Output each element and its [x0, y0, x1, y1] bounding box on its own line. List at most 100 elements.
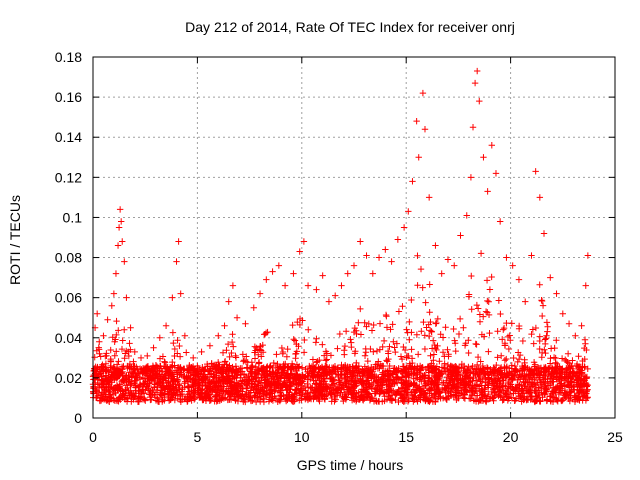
- noise-marker: [496, 377, 503, 384]
- data-point: [496, 218, 504, 225]
- noise-marker: [476, 311, 484, 318]
- noise-marker: [570, 370, 578, 377]
- noise-marker: [345, 389, 352, 396]
- data-point: [488, 142, 496, 149]
- noise-marker: [171, 377, 178, 384]
- noise-marker: [393, 340, 401, 347]
- noise-marker: [392, 348, 399, 356]
- noise-marker: [385, 350, 392, 357]
- noise-marker: [158, 365, 165, 372]
- noise-marker: [108, 379, 116, 386]
- noise-marker: [204, 363, 211, 370]
- noise-marker: [226, 353, 233, 361]
- data-point: [382, 246, 389, 253]
- noise-marker: [130, 370, 137, 377]
- noise-marker: [355, 389, 362, 396]
- noise-marker: [362, 384, 370, 391]
- data-point: [177, 290, 184, 297]
- noise-marker: [239, 378, 246, 385]
- x-tick-label: 0: [89, 429, 97, 445]
- noise-marker: [465, 349, 472, 357]
- noise-marker: [527, 387, 534, 395]
- noise-marker: [508, 376, 516, 383]
- noise-marker: [558, 355, 566, 362]
- noise-marker: [219, 349, 227, 356]
- noise-marker: [366, 372, 374, 380]
- noise-marker: [497, 371, 505, 378]
- data-point: [528, 252, 535, 259]
- noise-marker: [307, 364, 315, 372]
- noise-marker: [566, 380, 573, 388]
- noise-marker: [342, 328, 350, 335]
- noise-marker: [559, 368, 566, 375]
- noise-marker: [228, 338, 236, 346]
- noise-marker: [167, 372, 175, 379]
- noise-marker: [583, 373, 591, 381]
- noise-marker: [337, 368, 345, 375]
- noise-marker: [170, 387, 177, 394]
- noise-marker: [411, 369, 419, 377]
- data-points: [91, 67, 592, 362]
- noise-marker: [232, 354, 240, 361]
- noise-marker: [131, 365, 138, 372]
- noise-marker: [102, 372, 110, 379]
- noise-marker: [327, 352, 335, 359]
- noise-marker: [239, 351, 247, 358]
- noise-marker: [548, 364, 556, 371]
- noise-marker: [348, 397, 356, 404]
- noise-marker: [445, 367, 452, 375]
- noise-marker: [448, 392, 455, 399]
- noise-marker: [279, 348, 287, 356]
- noise-marker: [124, 395, 132, 403]
- noise-marker: [372, 361, 379, 368]
- data-point: [296, 248, 303, 255]
- noise-marker: [386, 362, 393, 370]
- noise-marker: [290, 378, 297, 385]
- noise-marker: [313, 335, 320, 342]
- noise-marker: [111, 389, 119, 397]
- noise-marker: [386, 343, 393, 350]
- noise-marker: [162, 375, 169, 382]
- noise-marker: [500, 324, 508, 332]
- noise-marker: [125, 387, 132, 395]
- noise-marker: [312, 393, 319, 400]
- noise-marker: [257, 393, 265, 400]
- noise-marker: [184, 384, 192, 391]
- noise-marker: [490, 372, 498, 380]
- noise-marker: [115, 327, 122, 334]
- noise-marker: [476, 318, 484, 325]
- noise-marker: [115, 366, 122, 373]
- noise-marker: [398, 384, 405, 391]
- noise-marker: [273, 351, 280, 358]
- noise-marker: [386, 396, 394, 404]
- data-point: [325, 298, 333, 305]
- noise-marker: [227, 365, 235, 372]
- y-tick-label: 0.16: [55, 89, 82, 105]
- data-point: [275, 262, 283, 269]
- noise-marker: [497, 352, 505, 359]
- noise-marker: [292, 350, 299, 358]
- noise-marker: [125, 348, 132, 356]
- noise-marker: [496, 367, 503, 375]
- noise-marker: [400, 363, 408, 370]
- noise-marker: [505, 345, 513, 353]
- noise-marker: [102, 352, 109, 360]
- noise-marker: [257, 365, 265, 372]
- noise-marker: [183, 349, 190, 356]
- noise-marker: [420, 372, 428, 379]
- noise-marker: [94, 365, 101, 372]
- data-point: [332, 292, 339, 299]
- noise-marker: [165, 367, 173, 375]
- data-point: [319, 272, 326, 279]
- noise-marker: [538, 312, 546, 320]
- noise-marker: [257, 374, 265, 381]
- noise-marker: [272, 369, 279, 377]
- noise-marker: [483, 277, 491, 284]
- noise-marker: [247, 387, 254, 394]
- data-point: [206, 342, 214, 349]
- noise-marker: [316, 365, 323, 373]
- noise-marker: [414, 398, 421, 405]
- noise-marker: [433, 385, 440, 392]
- noise-marker: [395, 308, 403, 315]
- noise-marker: [177, 364, 184, 372]
